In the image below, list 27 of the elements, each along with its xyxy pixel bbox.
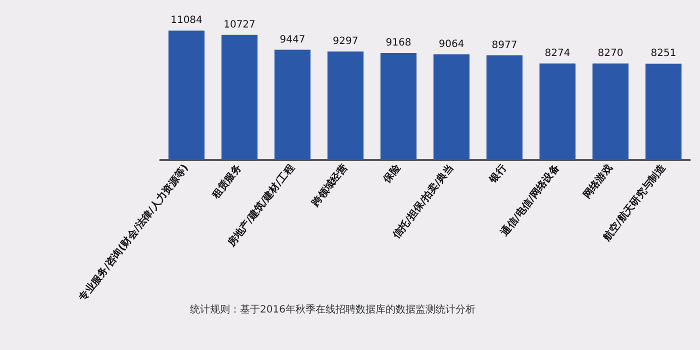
x-tick-label: 保险 xyxy=(380,161,404,186)
data-label: 9168 xyxy=(386,38,412,49)
bar xyxy=(539,63,576,160)
bar xyxy=(645,64,682,160)
x-tick-label: 跨领域经营 xyxy=(308,162,350,210)
x-tick-label: 租赁服务 xyxy=(209,162,244,202)
x-tick-label: 网络游戏 xyxy=(580,162,615,201)
bar xyxy=(327,52,364,160)
x-tick-label: 银行 xyxy=(486,162,509,186)
bar xyxy=(221,34,258,160)
data-label: 9297 xyxy=(332,36,358,48)
data-label: 11084 xyxy=(170,15,202,26)
data-label: 8251 xyxy=(650,48,676,60)
data-label: 8977 xyxy=(492,40,518,51)
data-label: 8270 xyxy=(598,48,624,60)
data-label: 10727 xyxy=(224,19,256,30)
x-tick-label: 专业服务/咨询(财会/法律/人力资源等) xyxy=(76,162,191,304)
bar xyxy=(486,55,523,160)
data-label: 8274 xyxy=(544,48,570,59)
bar xyxy=(274,50,311,160)
data-label: 9064 xyxy=(438,38,464,50)
data-label: 9447 xyxy=(280,34,306,46)
bar xyxy=(168,30,205,160)
bar xyxy=(380,53,417,160)
bar xyxy=(433,54,470,160)
text: 统计规则：基于2016年秋季在线招聘数据库的数据监测统计分析 xyxy=(190,304,476,316)
bar xyxy=(592,64,629,160)
